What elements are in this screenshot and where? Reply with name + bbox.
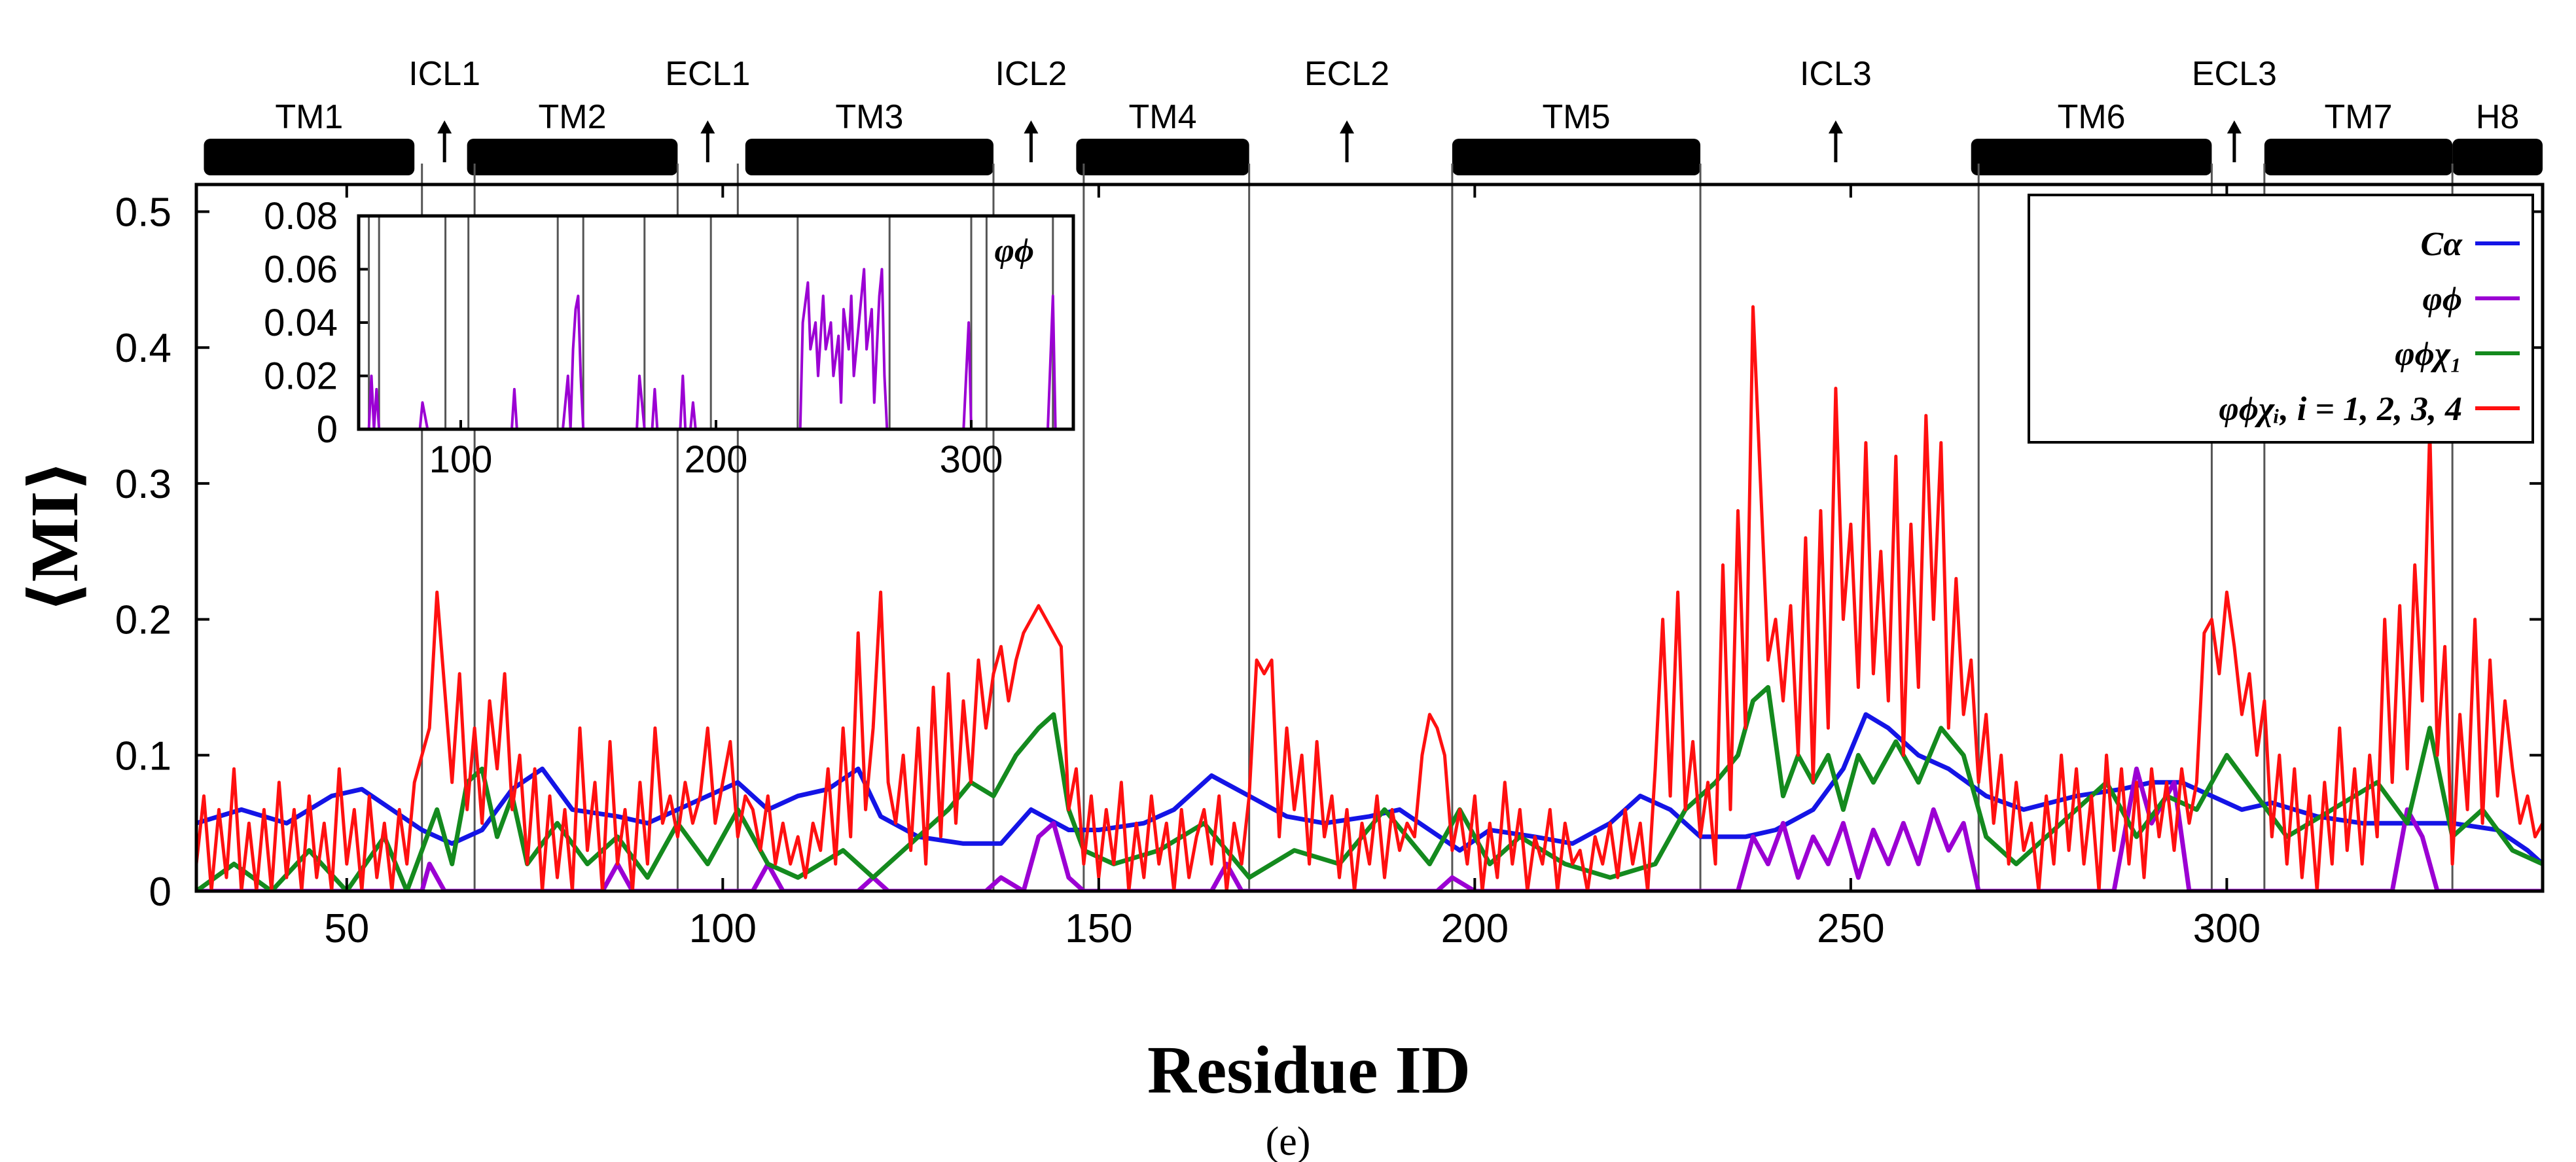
loop-label: ICL1 xyxy=(408,55,480,93)
inset-y-axis-ticks: 0 0.02 0.04 0.06 0.08 xyxy=(264,195,368,451)
segment-bar xyxy=(1076,139,1249,175)
segment-label: TM1 xyxy=(275,98,343,136)
legend: Cα φϕ φϕχ₁ φϕχᵢ, i = 1, 2, 3, 4 xyxy=(2028,194,2534,444)
y-tick-label: 0.4 xyxy=(115,326,171,371)
segment-bar xyxy=(1971,139,2212,175)
loop-label: ECL3 xyxy=(2192,55,2277,93)
inset-chart: 100 200 300 0 0.02 0.04 0.06 0.08 φϕ xyxy=(264,195,1075,481)
segment-label: TM6 xyxy=(2058,98,2126,136)
x-axis-label: Residue ID xyxy=(1147,1032,1471,1108)
inset-x-tick-label: 200 xyxy=(685,438,748,481)
inset-x-tick-label: 300 xyxy=(940,438,1003,481)
panel-label: (e) xyxy=(1266,1119,1311,1162)
loop-label: ECL1 xyxy=(665,55,750,93)
inset-label: φϕ xyxy=(994,232,1034,270)
inset-y-tick-label: 0 xyxy=(317,408,338,451)
x-tick-label: 300 xyxy=(2193,906,2261,951)
segment-label: TM5 xyxy=(1542,98,1610,136)
legend-entry-label: φϕχ₁ xyxy=(2395,336,2462,373)
segment-label: H8 xyxy=(2476,98,2519,136)
loop-arrow-icon xyxy=(700,120,715,133)
loop-label: ECL2 xyxy=(1304,55,1389,93)
x-axis-ticks: 50 100 150 200 250 300 xyxy=(324,185,2261,951)
y-tick-label: 0.2 xyxy=(115,598,171,643)
segment-bar xyxy=(467,139,678,175)
legend-box xyxy=(2028,194,2534,444)
loop-arrow-icon xyxy=(1024,120,1039,133)
series-line xyxy=(196,305,2543,891)
legend-entry-label: Cα xyxy=(2421,226,2463,263)
x-tick-label: 50 xyxy=(324,906,369,951)
segment-label: TM7 xyxy=(2324,98,2392,136)
inset-series-line xyxy=(359,268,1073,429)
helix-segment-bar: TM1 TM2 TM3 TM4 TM5 TM6 TM7 H8 ICL1 ECL1 ICL2 ECL2 I… xyxy=(204,55,2543,175)
inset-y-tick-label: 0.08 xyxy=(264,195,338,238)
y-axis-label: ⟨MI⟩ xyxy=(17,460,92,613)
x-tick-label: 100 xyxy=(689,906,757,951)
loop-label: ICL3 xyxy=(1800,55,1872,93)
segment-label: TM4 xyxy=(1129,98,1197,136)
loop-arrow-icon xyxy=(2227,120,2242,133)
inset-y-tick-label: 0.02 xyxy=(264,355,338,398)
segment-bar xyxy=(1452,139,1701,175)
series-lines xyxy=(196,305,2543,891)
series-line xyxy=(196,712,2543,866)
segment-bar xyxy=(745,139,993,175)
loop-arrow-icon xyxy=(437,120,452,133)
inset-y-tick-label: 0.04 xyxy=(264,302,338,344)
y-tick-label: 0.3 xyxy=(115,462,171,507)
segment-label: TM3 xyxy=(835,98,903,136)
legend-entry-label: φϕ xyxy=(2422,281,2462,318)
segment-label: TM2 xyxy=(539,98,607,136)
segment-bar xyxy=(204,139,415,175)
y-tick-label: 0.1 xyxy=(115,733,171,779)
loop-arrow-icon xyxy=(1340,120,1355,133)
x-tick-label: 200 xyxy=(1441,906,1509,951)
y-axis-ticks: 0 0.1 0.2 0.3 0.4 0.5 xyxy=(115,190,2543,915)
loop-label: ICL2 xyxy=(995,55,1067,93)
inset-series-line xyxy=(359,268,1073,429)
inset-background xyxy=(359,216,1073,429)
inset-x-tick-label: 100 xyxy=(429,438,493,481)
x-tick-label: 250 xyxy=(1817,906,1884,951)
loop-arrow-icon xyxy=(1828,120,1843,133)
plot-frame xyxy=(194,183,2545,893)
segment-bar xyxy=(2452,139,2543,175)
y-tick-label: 0.5 xyxy=(115,190,171,236)
series-line xyxy=(196,685,2543,891)
inset-x-axis-ticks: 100 200 300 xyxy=(429,420,1003,481)
y-tick-label: 0 xyxy=(149,870,171,915)
inset-boundary-lines xyxy=(368,216,1054,429)
legend-entry-label: φϕχᵢ, i = 1, 2, 3, 4 xyxy=(2219,391,2462,428)
x-tick-label: 150 xyxy=(1065,906,1132,951)
segment-bar xyxy=(2264,139,2453,175)
inset-y-tick-label: 0.06 xyxy=(264,249,338,291)
